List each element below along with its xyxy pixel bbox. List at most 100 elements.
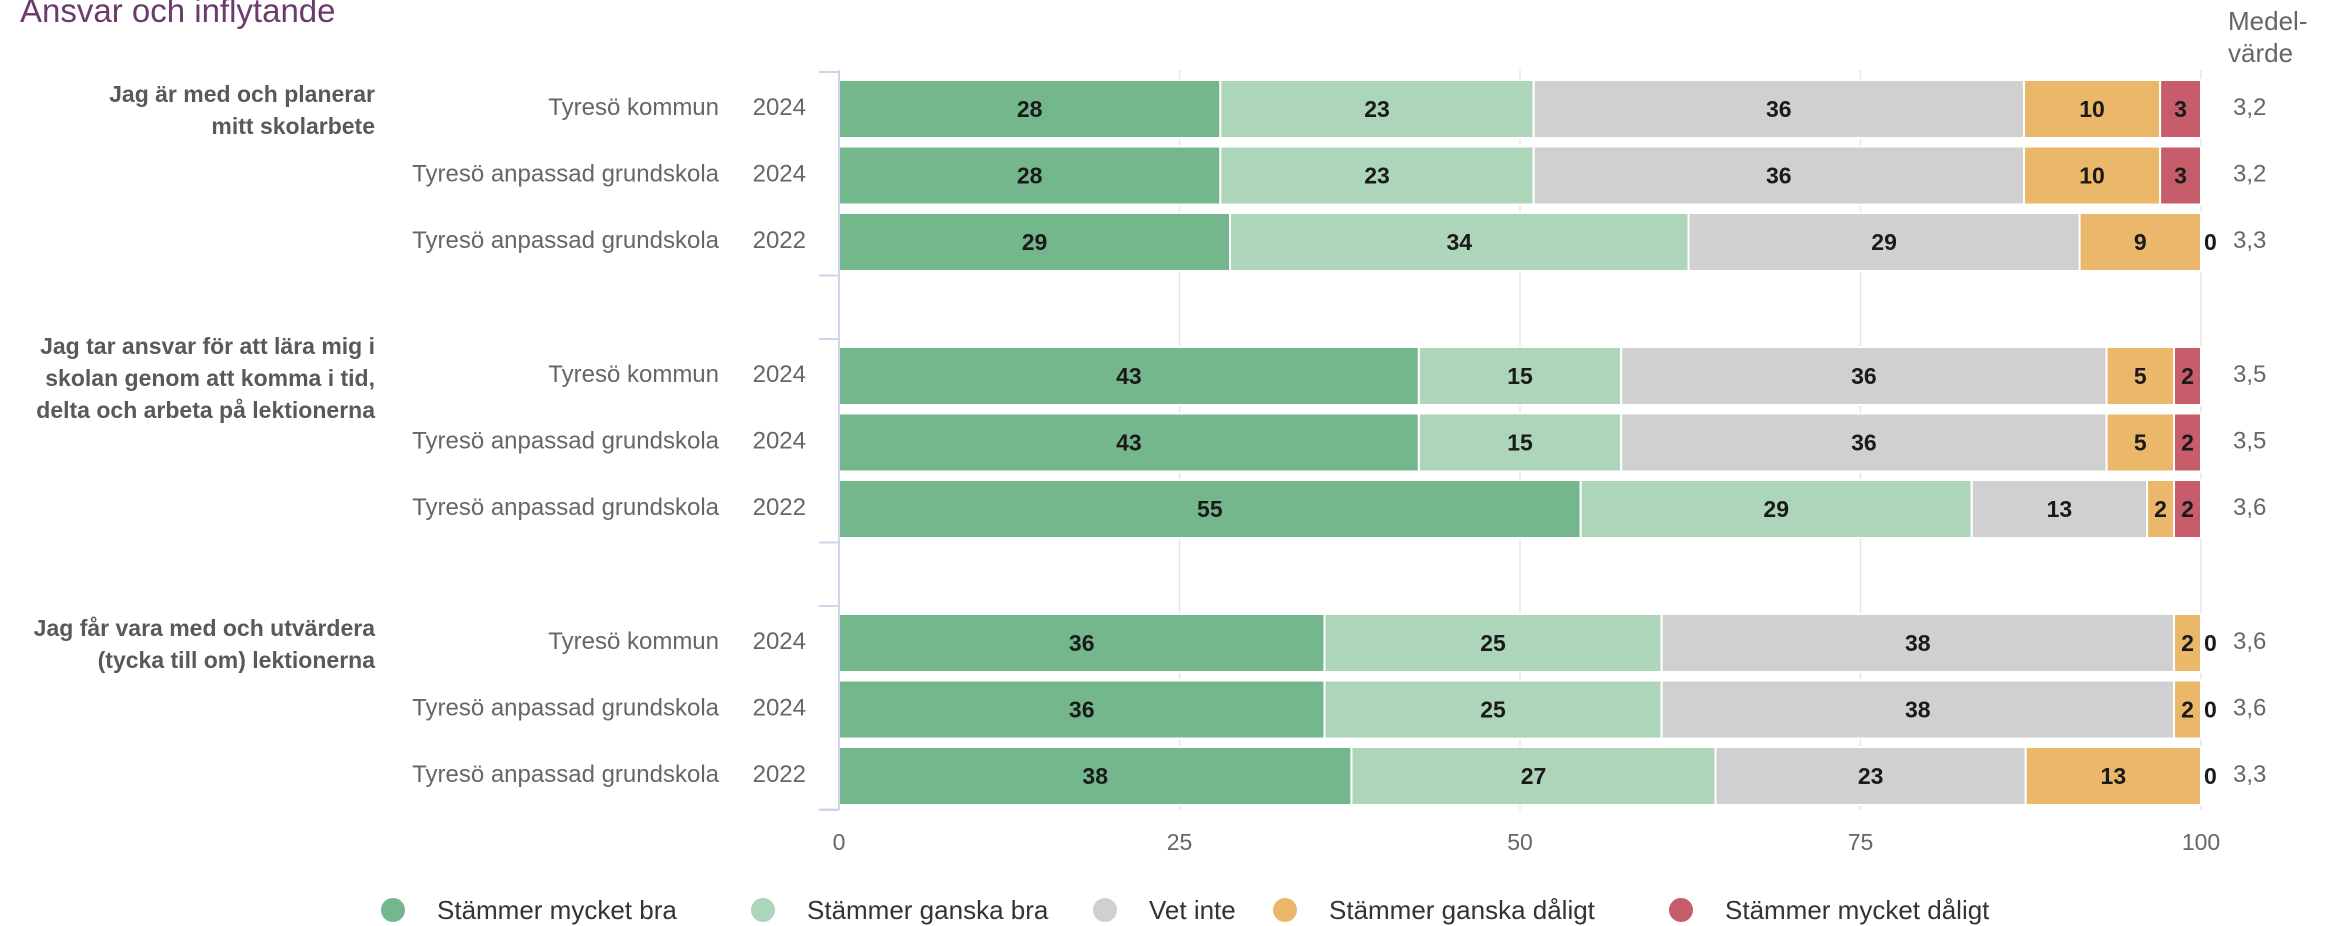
legend-label: Stämmer mycket dåligt xyxy=(1725,895,1990,925)
row-mean-value: 3,6 xyxy=(2233,628,2266,655)
data-label: 29 xyxy=(1022,229,1048,255)
data-label: 43 xyxy=(1116,430,1142,456)
legend-label: Vet inte xyxy=(1149,895,1236,925)
legend-marker xyxy=(381,898,405,922)
bar-segment xyxy=(1323,679,1663,740)
data-label: 10 xyxy=(2079,96,2105,122)
data-label: 28 xyxy=(1017,163,1043,189)
data-label: 38 xyxy=(1905,630,1931,656)
question-label-line: Jag är med och planerar xyxy=(109,81,375,107)
mean-header-line-2: värde xyxy=(2228,38,2293,68)
row-label: Tyresö anpassad grundskola xyxy=(412,161,720,188)
question-label-line: delta och arbeta på lektionerna xyxy=(36,397,375,423)
legend-marker xyxy=(1273,898,1297,922)
mean-header-line-1: Medel- xyxy=(2228,6,2307,36)
data-label: 36 xyxy=(1766,163,1792,189)
row-mean-value: 3,6 xyxy=(2233,695,2266,722)
chart-title: Ansvar och inflytande xyxy=(20,0,336,29)
row-year: 2024 xyxy=(753,94,806,121)
bar-segment xyxy=(2159,145,2202,206)
data-label: 36 xyxy=(1069,697,1095,723)
bar-segment xyxy=(2146,479,2176,539)
bar-segment xyxy=(2173,479,2203,539)
data-label: 38 xyxy=(1905,697,1931,723)
data-label: 2 xyxy=(2181,363,2194,389)
bar-segment xyxy=(2105,346,2176,406)
data-label: 29 xyxy=(1871,229,1897,255)
bar-segment xyxy=(838,679,1326,740)
row-label: Tyresö anpassad grundskola xyxy=(412,695,720,722)
data-label: 3 xyxy=(2174,163,2187,189)
legend-label: Stämmer mycket bra xyxy=(437,895,677,925)
row-label: Tyresö anpassad grundskola xyxy=(412,227,720,254)
legend-marker xyxy=(1093,898,1117,922)
bar-segment xyxy=(1229,212,1690,272)
data-label: 23 xyxy=(1858,763,1884,789)
data-label: 2 xyxy=(2181,630,2194,656)
bar-segment xyxy=(838,746,1353,806)
legend-label: Stämmer ganska dåligt xyxy=(1329,895,1596,925)
bar-segment xyxy=(2078,212,2202,272)
data-label: 10 xyxy=(2079,163,2105,189)
data-label: 36 xyxy=(1851,430,1877,456)
x-tick-label: 50 xyxy=(1507,829,1533,855)
question-label-line: Jag tar ansvar för att lära mig i xyxy=(40,333,375,359)
bar-segment xyxy=(1620,412,2108,473)
data-label: 5 xyxy=(2134,363,2147,389)
row-year: 2024 xyxy=(753,695,806,722)
data-label: 5 xyxy=(2134,430,2147,456)
bars: 28 23 36 10 3 28 23 36 10 3 29 34 29 9 0 43 15 36 5 2 43 15 36… xyxy=(838,79,2217,806)
bar-segment xyxy=(2173,412,2203,473)
bar-segment xyxy=(1323,613,1663,673)
data-label: 36 xyxy=(1851,363,1877,389)
x-tick-label: 25 xyxy=(1167,829,1193,855)
data-label: 15 xyxy=(1507,430,1533,456)
bar-segment xyxy=(2173,613,2203,673)
row-year: 2022 xyxy=(753,494,806,521)
bar-segment xyxy=(838,613,1326,673)
row-mean-value: 3,5 xyxy=(2233,428,2266,455)
row-label: Tyresö kommun xyxy=(548,361,719,388)
bar-segment xyxy=(2022,145,2162,206)
legend-label: Stämmer ganska bra xyxy=(807,895,1049,925)
row-mean-value: 3,3 xyxy=(2233,227,2266,254)
bar-segment xyxy=(2024,746,2203,806)
data-label: 0 xyxy=(2204,229,2217,255)
row-mean-value: 3,3 xyxy=(2233,761,2266,788)
legend-marker xyxy=(1669,898,1693,922)
data-label: 0 xyxy=(2204,697,2217,723)
data-label: 2 xyxy=(2181,496,2194,522)
row-year: 2024 xyxy=(753,161,806,188)
data-label: 28 xyxy=(1017,96,1043,122)
x-axis: 0 25 50 75 100 xyxy=(819,70,2220,855)
data-label: 55 xyxy=(1197,496,1223,522)
bar-segment xyxy=(1417,412,1623,473)
data-label: 15 xyxy=(1507,363,1533,389)
row-mean-value: 3,2 xyxy=(2233,94,2266,121)
bar-segment xyxy=(838,412,1420,473)
question-label-line: (tycka till om) lektionerna xyxy=(98,647,376,673)
row-label: Tyresö kommun xyxy=(548,94,719,121)
bar-segment xyxy=(1350,746,1717,806)
row-label: Tyresö anpassad grundskola xyxy=(412,494,720,521)
data-label: 2 xyxy=(2181,430,2194,456)
data-label: 34 xyxy=(1447,229,1473,255)
data-label: 36 xyxy=(1766,96,1792,122)
bar-segment xyxy=(1687,212,2081,272)
data-label: 0 xyxy=(2204,763,2217,789)
data-label: 38 xyxy=(1082,763,1108,789)
x-tick-label: 0 xyxy=(833,829,846,855)
data-label: 23 xyxy=(1364,163,1390,189)
question-label-line: mitt skolarbete xyxy=(211,113,375,139)
row-labels: Jag är med och planerar mitt skolarbete Ty… xyxy=(34,81,2267,788)
data-label: 27 xyxy=(1521,763,1547,789)
bar-segment xyxy=(1219,79,1535,139)
data-label: 2 xyxy=(2181,697,2194,723)
row-year: 2024 xyxy=(753,628,806,655)
row-mean-value: 3,6 xyxy=(2233,494,2266,521)
question-label-line: skolan genom att komma i tid, xyxy=(45,365,375,391)
bar-segment xyxy=(838,479,1582,539)
legend-marker xyxy=(751,898,775,922)
bar-segment xyxy=(1714,746,2027,806)
